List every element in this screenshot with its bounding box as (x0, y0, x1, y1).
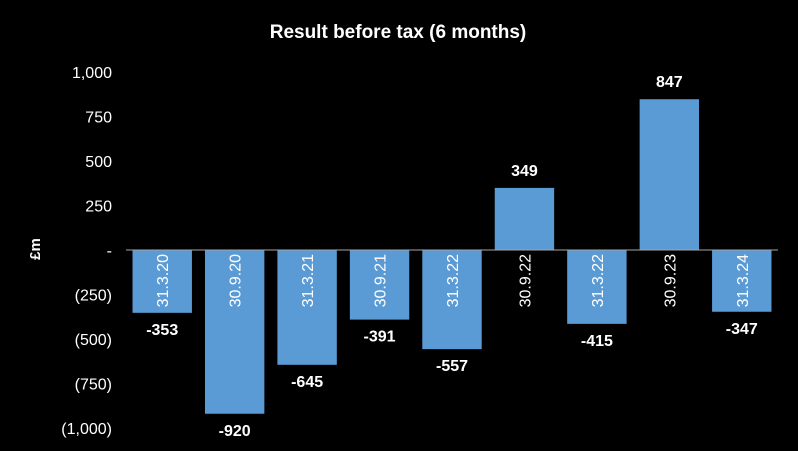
data-label: -920 (219, 423, 251, 440)
data-label: -347 (726, 321, 758, 338)
y-axis-label: £m (27, 238, 44, 260)
bar (204, 250, 265, 414)
data-label: -557 (436, 358, 468, 375)
y-tick-label: 750 (85, 110, 112, 127)
category-label: 30.9.23 (662, 254, 679, 307)
data-label: -415 (581, 333, 613, 350)
bar (422, 250, 482, 350)
data-label: -645 (291, 374, 323, 391)
y-tick-label: - (107, 243, 112, 260)
category-label: 31.3.22 (590, 254, 607, 307)
data-labels: -353 -920 -645 -391 -557 349 -415 847 -347 (146, 74, 758, 440)
bar (132, 250, 192, 313)
data-label: 349 (511, 163, 538, 180)
category-label: 31.3.21 (300, 254, 317, 307)
category-labels: 31.3.20 30.9.20 31.3.21 30.9.21 31.3.22 30.9.… (155, 254, 752, 307)
y-tick-label: 500 (85, 154, 112, 171)
bar (567, 250, 627, 324)
data-label: 847 (656, 74, 683, 91)
category-label: 31.3.24 (735, 254, 752, 307)
bar (277, 250, 337, 365)
y-tick-label: (250) (75, 288, 112, 305)
data-label: -391 (364, 329, 396, 346)
bar (494, 187, 555, 250)
bar-series (132, 99, 772, 414)
y-tick-label: 1,000 (72, 65, 112, 82)
bar (349, 250, 410, 320)
y-tick-label: (750) (75, 377, 112, 394)
bar (712, 250, 772, 312)
y-axis: 1,000 750 500 250 - (250) (500) (750) (1,000) (61, 65, 112, 438)
category-label: 30.9.21 (373, 254, 390, 307)
bar (639, 99, 700, 250)
data-label: -353 (146, 322, 178, 339)
category-label: 31.3.22 (445, 254, 462, 307)
y-tick-label: 250 (85, 199, 112, 216)
category-label: 31.3.20 (155, 254, 172, 307)
chart-title: Result before tax (6 months) (270, 22, 527, 43)
category-label: 30.9.20 (228, 254, 245, 307)
y-tick-label: (1,000) (61, 421, 112, 438)
y-tick-label: (500) (75, 332, 112, 349)
category-label: 30.9.22 (517, 254, 534, 307)
